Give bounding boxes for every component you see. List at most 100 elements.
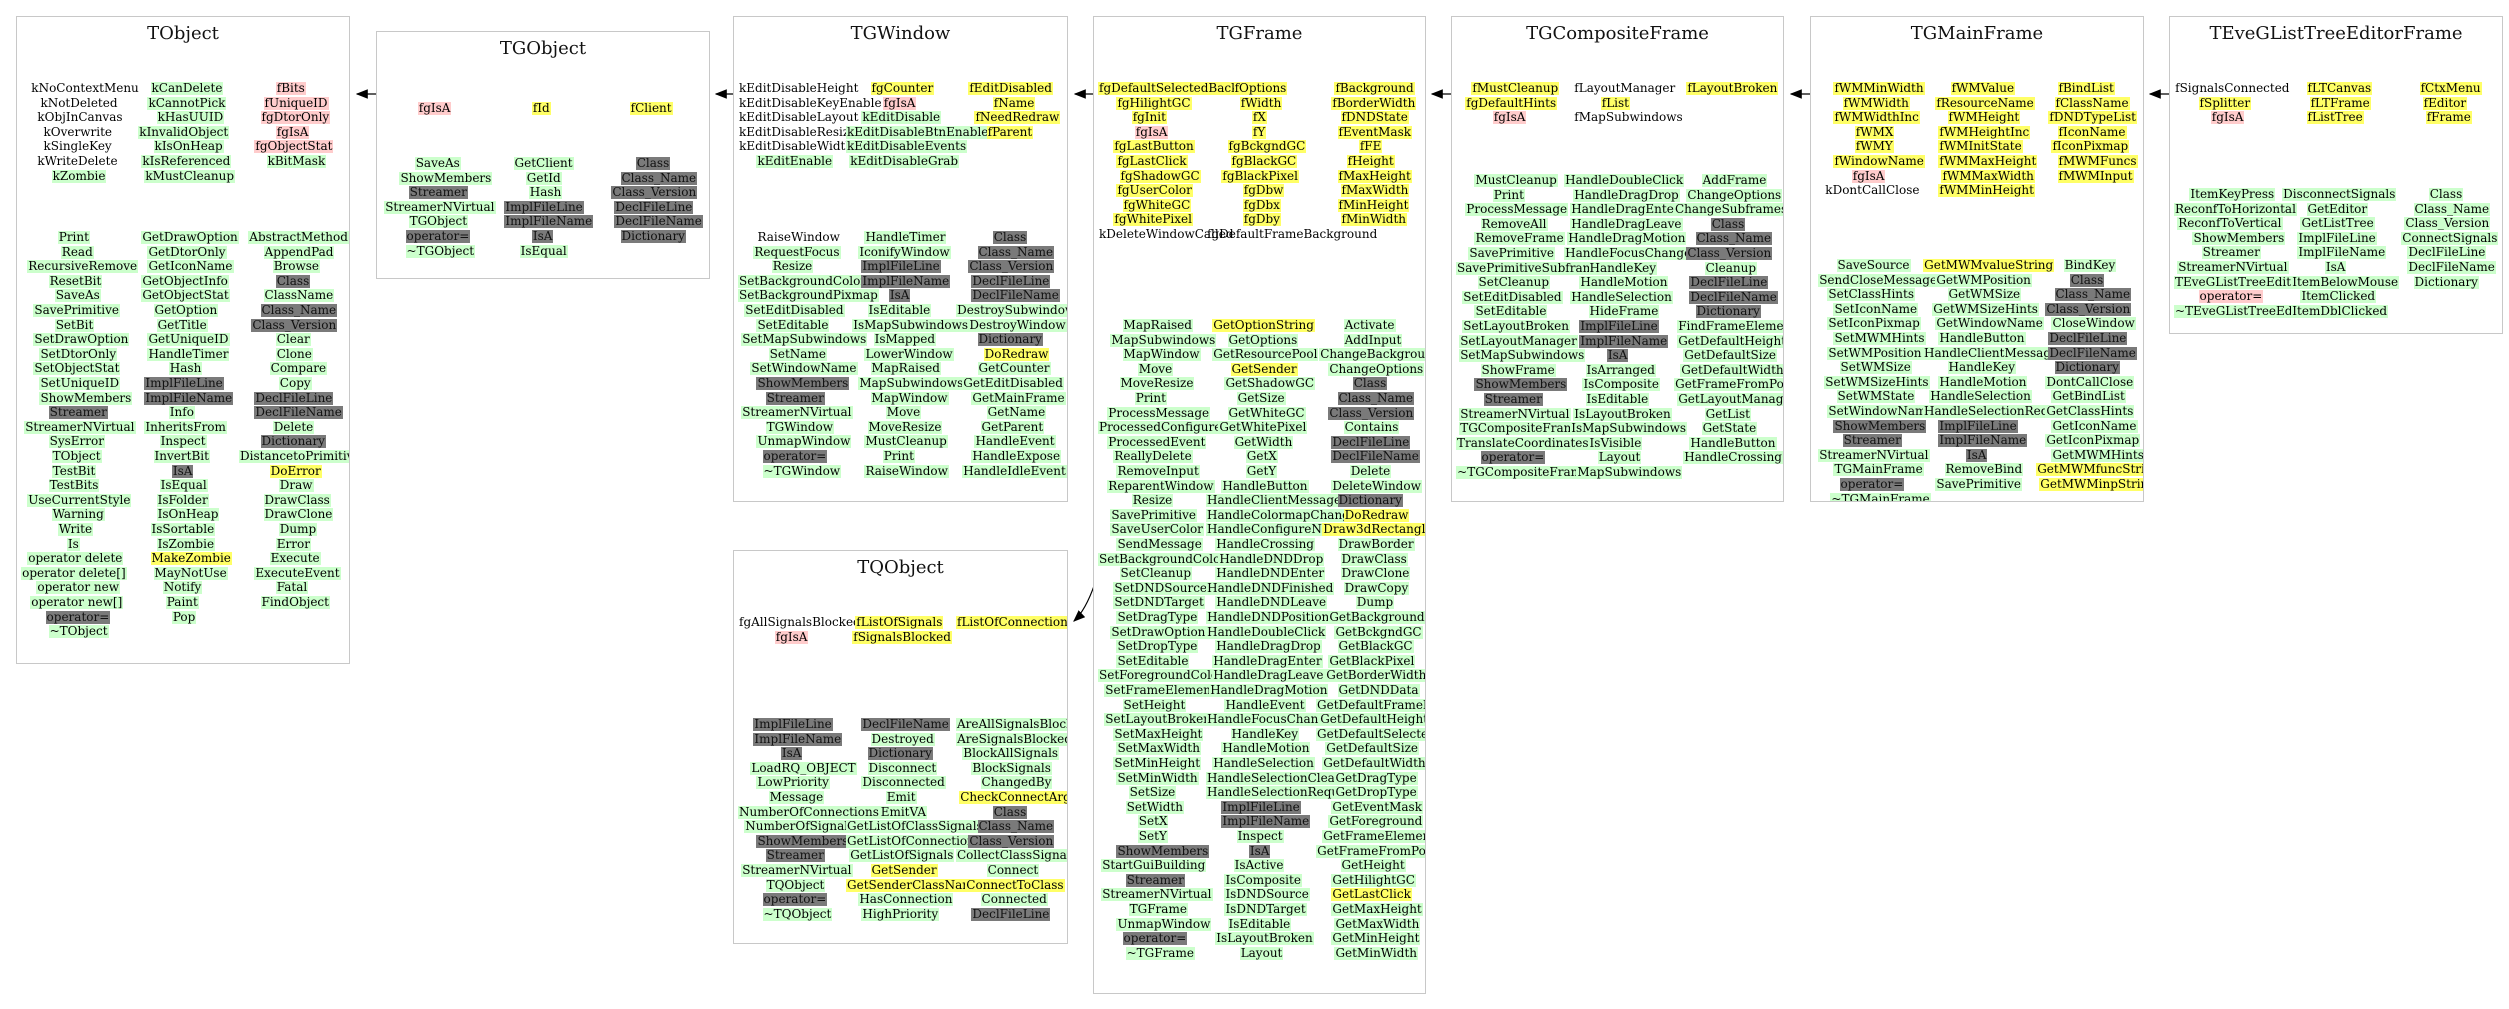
class-tgframe: TGFrame fgDefaultSelectedBackground fgHili… xyxy=(1093,16,1426,994)
member-cell: fgLastButton xyxy=(1113,139,1195,154)
method-cell: HandleMotion xyxy=(1221,741,1311,756)
method-cell: Write xyxy=(57,522,94,536)
member-cell: fgIsA xyxy=(2210,110,2245,125)
member-cell: fUniqueID xyxy=(263,95,329,110)
method-cell: Dictionary xyxy=(620,229,686,243)
member-cell: fgObjectStat xyxy=(254,139,334,154)
method-cell: Contains xyxy=(1343,420,1400,435)
member-cell: fWMInitState xyxy=(1938,139,2023,154)
method-cell: BlockSignals xyxy=(971,760,1052,775)
method-cell: ProcessedEvent xyxy=(1107,434,1207,449)
member-cell: fLayoutManager xyxy=(1574,81,1676,95)
method-cell: ImplFileLine xyxy=(861,259,941,274)
method-cell: SetMapSubwindows xyxy=(741,332,868,347)
method-cell: AbstractMethod xyxy=(248,230,349,244)
method-cell: IsLayoutBroken xyxy=(1573,406,1672,421)
member-cell: kCannotPick xyxy=(147,95,227,110)
method-cell: HandleButton xyxy=(1689,435,1777,450)
method-cell: Info xyxy=(168,405,195,420)
method-cell: DeclFileLine xyxy=(971,273,1051,288)
method-cell: MapRaised xyxy=(1122,318,1193,332)
method-cell: operator= xyxy=(1839,477,1905,491)
class-title: TGWindow xyxy=(850,23,951,44)
class-title: TObject xyxy=(147,23,219,44)
method-cell: FindFrameElement xyxy=(1677,320,1783,333)
method-cell: MapRaised xyxy=(870,361,941,376)
method-cell: HandleSelection xyxy=(1929,389,2032,404)
member-cell: fListTree xyxy=(2306,110,2364,125)
method-cell: Move xyxy=(885,405,922,420)
member-cell: fMinHeight xyxy=(1337,197,1410,212)
method-cell: IsOnHeap xyxy=(156,507,220,522)
member-cell: fgBckgndGC xyxy=(1227,139,1307,154)
method-cell: GetBindList xyxy=(2051,389,2126,404)
method-cell: MapWindow xyxy=(1122,347,1201,362)
method-cell: GetClassHints xyxy=(2045,404,2135,418)
member-cell: fgIsA xyxy=(882,95,917,110)
method-cell: ResetBit xyxy=(48,273,103,288)
method-cell: Class xyxy=(275,273,311,288)
member-cell: fHeight xyxy=(1346,154,1395,168)
member-cell: fgLastClick xyxy=(1116,154,1188,168)
method-cell: ShowMembers xyxy=(2192,230,2286,245)
member-cell: fFrame xyxy=(2425,110,2472,125)
method-cell: operator new xyxy=(36,580,120,595)
method-cell: ImplFileName xyxy=(2297,245,2387,260)
method-cell: GetMaxHeight xyxy=(1331,902,1423,916)
method-cell: HandleKey xyxy=(1588,260,1658,275)
method-cell: Streamer xyxy=(765,848,825,863)
method-cell: SetObjectStat xyxy=(33,361,121,376)
member-cell: kSingleKey xyxy=(43,139,112,154)
method-cell: GetLayoutManager xyxy=(1677,393,1783,406)
member-cell: fgDbx xyxy=(1242,197,1281,212)
method-cell: GetSender xyxy=(1230,361,1298,376)
method-cell: Draw xyxy=(278,478,314,493)
method-cell: Resize xyxy=(1131,493,1174,508)
method-cell: IsEditable xyxy=(1227,916,1292,931)
member-cell: fgDtorOnly xyxy=(260,110,331,125)
method-cell: IsA xyxy=(2324,260,2347,274)
method-cell: SetName xyxy=(768,346,827,361)
method-cell: HandleSelectionRequest xyxy=(1206,785,1359,800)
method-cell: ImplFileLine xyxy=(504,199,584,214)
member-cell: fgIsA xyxy=(275,124,310,139)
class-teveglisttreeeditorframe: TEveGListTreeEditorFrame fSignalsConnecte… xyxy=(2169,16,2503,334)
member-cell: fNeedRedraw xyxy=(974,110,1061,125)
method-cell: ImplFileName xyxy=(753,731,843,746)
method-cell: Delete xyxy=(1349,464,1392,478)
method-cell: Streamer xyxy=(1125,872,1185,887)
member-cell: fgUserColor xyxy=(1116,183,1193,198)
method-cell: GetShadowGC xyxy=(1224,376,1315,391)
method-cell: ImplFileLine xyxy=(1938,418,2018,433)
method-cell: HandleClientMessage xyxy=(1206,493,1343,508)
method-cell: ImplFileName xyxy=(144,390,234,405)
method-cell: ShowMembers xyxy=(756,376,850,390)
method-cell: IsEqual xyxy=(519,243,568,258)
method-cell: LowPriority xyxy=(756,775,830,790)
method-cell: Class_Version xyxy=(2404,216,2491,231)
method-cell: MapSubwindows xyxy=(1576,465,1683,479)
method-cell: SetIconPixmap xyxy=(1827,316,1921,331)
member-cell: fClassName xyxy=(2054,95,2130,110)
method-cell: StreamerNVirtual xyxy=(1101,887,1213,902)
method-cell: GetDropType xyxy=(1334,785,1418,800)
method-cell: Class xyxy=(635,156,671,170)
method-cell: HandleDNDPosition xyxy=(1206,610,1331,624)
method-cell: SavePrimitive xyxy=(1935,477,2023,491)
member-cell: kEditDisableEvents xyxy=(846,139,968,154)
method-cell: HandleDragMotion xyxy=(1209,683,1329,697)
method-cell: DeclFileLine xyxy=(254,390,334,405)
method-cell: RemoveAll xyxy=(1480,216,1548,231)
method-cell: Print xyxy=(1134,391,1167,405)
method-cell: DisconnectSignals xyxy=(2282,187,2397,201)
method-cell: StreamerNVirtual xyxy=(741,863,853,877)
member-cell: kIsOnHeap xyxy=(153,139,224,154)
method-cell: UseCurrentStyle xyxy=(27,492,132,507)
method-cell: SetBackgroundColor xyxy=(1098,551,1228,566)
method-cell: Class_Name xyxy=(2054,287,2132,302)
member-cell: fBits xyxy=(275,81,306,95)
method-cell: HandleDragDrop xyxy=(1573,187,1680,202)
method-cell: ItemDblClicked xyxy=(2291,303,2389,318)
method-cell: ImplFileName xyxy=(1579,333,1669,348)
